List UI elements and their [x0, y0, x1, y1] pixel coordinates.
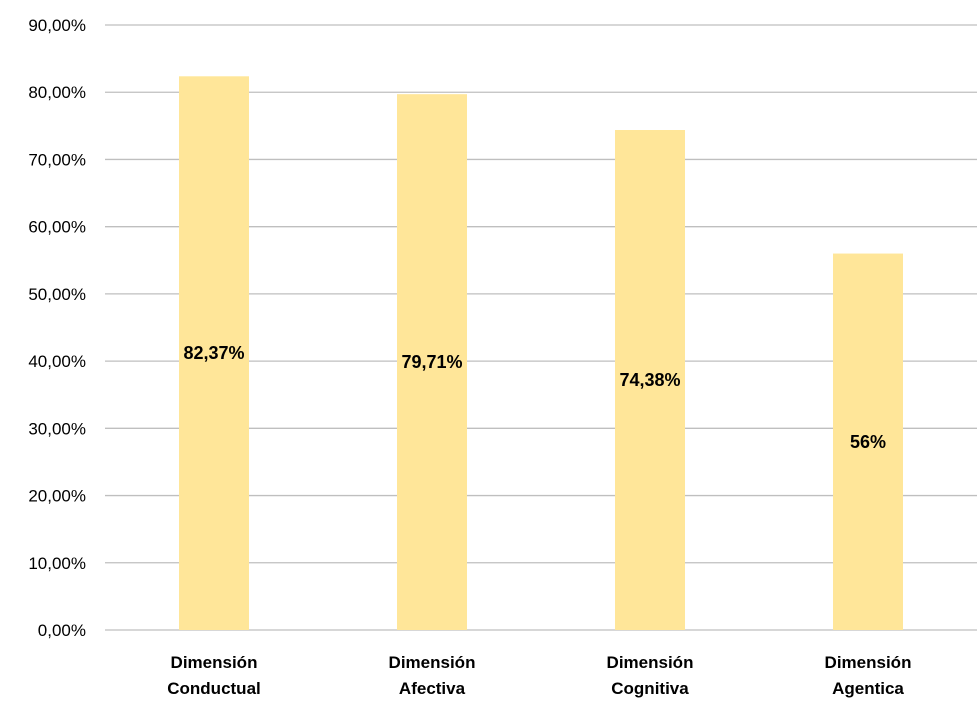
- data-labels: 82,37% 79,71% 74,38% 56%: [183, 343, 886, 452]
- y-tick-label: 80,00%: [28, 83, 86, 102]
- y-tick-label: 70,00%: [28, 150, 86, 169]
- bar: [397, 94, 467, 630]
- y-tick-label: 40,00%: [28, 352, 86, 371]
- y-axis-tick-labels: 0,00% 10,00% 20,00% 30,00% 40,00% 50,00% 60,00…: [28, 16, 86, 640]
- category-label: Dimensión Agentica: [825, 653, 912, 698]
- y-tick-label: 90,00%: [28, 16, 86, 35]
- category-label: Dimensión Afectiva: [389, 653, 476, 698]
- data-label: 79,71%: [401, 352, 462, 372]
- category-label: Dimensión Cognitiva: [607, 653, 694, 698]
- y-tick-label: 10,00%: [28, 554, 86, 573]
- x-axis-category-labels: Dimensión Conductual Dimensión Afectiva Dime…: [167, 653, 911, 698]
- data-label: 56%: [850, 432, 886, 452]
- y-tick-label: 30,00%: [28, 419, 86, 438]
- bar: [615, 130, 685, 631]
- y-tick-label: 60,00%: [28, 218, 86, 237]
- y-tick-label: 50,00%: [28, 285, 86, 304]
- bars: [179, 76, 903, 631]
- y-tick-label: 0,00%: [38, 621, 86, 640]
- category-label: Dimensión Conductual: [167, 653, 261, 698]
- bar: [833, 253, 903, 631]
- bar: [179, 76, 249, 631]
- gridlines: [105, 24, 977, 631]
- data-label: 74,38%: [619, 370, 680, 390]
- data-label: 82,37%: [183, 343, 244, 363]
- y-tick-label: 20,00%: [28, 487, 86, 506]
